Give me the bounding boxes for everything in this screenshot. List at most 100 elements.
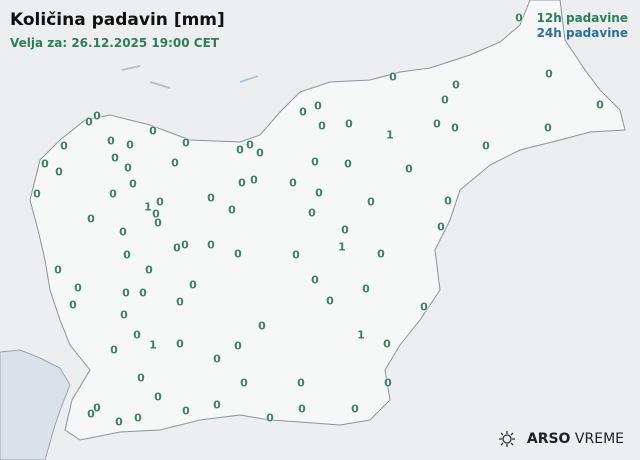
station-value[interactable]: 0 (308, 206, 316, 220)
station-value[interactable]: 1 (144, 200, 152, 214)
station-value[interactable]: 0 (54, 263, 62, 277)
station-value[interactable]: 0 (405, 162, 413, 176)
station-value[interactable]: 0 (441, 93, 449, 107)
map-title: Količina padavin [mm] (10, 10, 225, 30)
station-value[interactable]: 0 (133, 328, 141, 342)
station-value[interactable]: 0 (437, 220, 445, 234)
station-value[interactable]: 0 (69, 298, 77, 312)
station-value[interactable]: 0 (126, 138, 134, 152)
station-value[interactable]: 0 (234, 247, 242, 261)
station-value[interactable]: 0 (176, 337, 184, 351)
station-value[interactable]: 0 (238, 176, 246, 190)
station-value[interactable]: 0 (351, 402, 359, 416)
station-value[interactable]: 0 (377, 247, 385, 261)
station-value[interactable]: 0 (189, 278, 197, 292)
station-value[interactable]: 0 (152, 207, 160, 221)
station-value[interactable]: 0 (149, 124, 157, 138)
station-value[interactable]: 0 (452, 78, 460, 92)
station-value[interactable]: 0 (344, 157, 352, 171)
arso-logo[interactable]: ARSO VREME (497, 430, 624, 448)
station-value[interactable]: 0 (182, 404, 190, 418)
station-value[interactable]: 0 (596, 98, 604, 112)
station-value[interactable]: 0 (545, 67, 553, 81)
station-value[interactable]: 0 (289, 176, 297, 190)
station-value[interactable]: 0 (120, 308, 128, 322)
station-value[interactable]: 0 (384, 376, 392, 390)
station-value[interactable]: 0 (213, 352, 221, 366)
station-value[interactable]: 0 (326, 294, 334, 308)
station-value[interactable]: 0 (544, 121, 552, 135)
station-value[interactable]: 0 (119, 225, 127, 239)
station-value[interactable]: 0 (93, 401, 101, 415)
station-value[interactable]: 0 (240, 376, 248, 390)
station-value[interactable]: 0 (129, 177, 137, 191)
station-value[interactable]: 0 (107, 134, 115, 148)
station-value[interactable]: 0 (182, 136, 190, 150)
station-value[interactable]: 0 (176, 295, 184, 309)
station-value[interactable]: 0 (482, 139, 490, 153)
station-value[interactable]: 0 (420, 300, 428, 314)
station-value[interactable]: 0 (234, 339, 242, 353)
station-value[interactable]: 0 (318, 119, 326, 133)
station-value[interactable]: 0 (122, 286, 130, 300)
station-value[interactable]: 0 (256, 146, 264, 160)
legend: 12h padavine 24h padavine (537, 11, 628, 41)
station-value[interactable]: 0 (145, 263, 153, 277)
station-value[interactable]: 0 (109, 187, 117, 201)
station-value[interactable]: 0 (115, 415, 123, 429)
station-value[interactable]: 0 (156, 195, 164, 209)
station-value[interactable]: 1 (149, 338, 157, 352)
station-value[interactable]: 0 (299, 105, 307, 119)
station-value[interactable]: 0 (110, 343, 118, 357)
station-value[interactable]: 0 (362, 282, 370, 296)
station-value[interactable]: 0 (297, 376, 305, 390)
station-value[interactable]: 0 (315, 186, 323, 200)
station-value[interactable]: 0 (171, 156, 179, 170)
station-value[interactable]: 1 (386, 128, 394, 142)
station-value[interactable]: 0 (154, 390, 162, 404)
station-value[interactable]: 0 (134, 411, 142, 425)
station-value[interactable]: 0 (444, 194, 452, 208)
station-value[interactable]: 1 (357, 328, 365, 342)
station-value[interactable]: 0 (93, 109, 101, 123)
station-value[interactable]: 0 (87, 407, 95, 421)
station-value[interactable]: 0 (314, 99, 322, 113)
station-value[interactable]: 0 (433, 117, 441, 131)
station-value[interactable]: 0 (41, 157, 49, 171)
station-value[interactable]: 0 (74, 281, 82, 295)
station-value[interactable]: 0 (250, 173, 258, 187)
station-value[interactable]: 0 (298, 402, 306, 416)
station-value[interactable]: 0 (292, 248, 300, 262)
station-value[interactable]: 0 (228, 203, 236, 217)
station-value[interactable]: 0 (311, 155, 319, 169)
station-value[interactable]: 0 (213, 398, 221, 412)
station-value[interactable]: 0 (181, 238, 189, 252)
station-value[interactable]: 0 (341, 223, 349, 237)
station-value[interactable]: 0 (207, 191, 215, 205)
station-value[interactable]: 0 (389, 70, 397, 84)
station-value[interactable]: 1 (338, 240, 346, 254)
station-value[interactable]: 0 (33, 187, 41, 201)
station-value[interactable]: 0 (85, 115, 93, 129)
station-value[interactable]: 0 (236, 143, 244, 157)
station-value[interactable]: 0 (383, 337, 391, 351)
station-value[interactable]: 0 (246, 138, 254, 152)
station-value[interactable]: 0 (173, 241, 181, 255)
station-value[interactable]: 0 (139, 286, 147, 300)
station-value[interactable]: 0 (123, 248, 131, 262)
station-value[interactable]: 0 (451, 121, 459, 135)
station-value[interactable]: 0 (87, 212, 95, 226)
station-value[interactable]: 0 (55, 165, 63, 179)
station-value[interactable]: 0 (60, 139, 68, 153)
station-value[interactable]: 0 (137, 371, 145, 385)
station-value[interactable]: 0 (124, 161, 132, 175)
station-value[interactable]: 0 (266, 411, 274, 425)
station-value[interactable]: 0 (515, 11, 523, 25)
station-value[interactable]: 0 (154, 216, 162, 230)
station-value[interactable]: 0 (367, 195, 375, 209)
station-value[interactable]: 0 (311, 273, 319, 287)
station-value[interactable]: 0 (258, 319, 266, 333)
station-value[interactable]: 0 (345, 117, 353, 131)
station-value[interactable]: 0 (207, 238, 215, 252)
station-value[interactable]: 0 (111, 151, 119, 165)
